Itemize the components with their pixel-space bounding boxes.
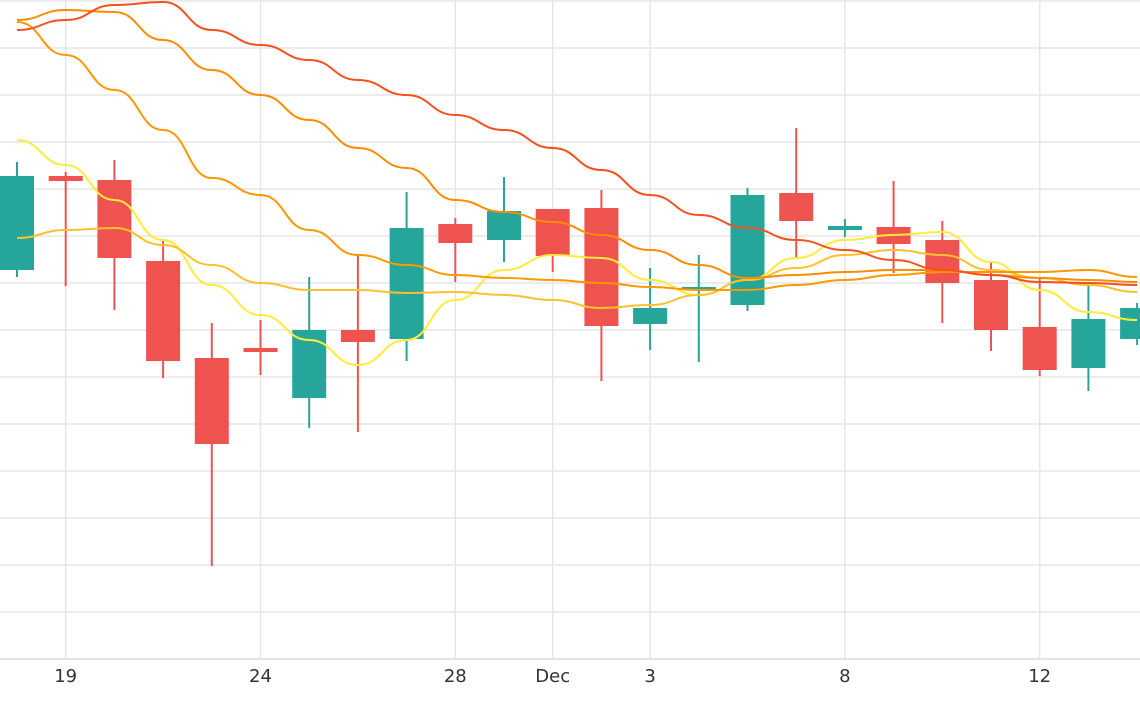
moving-average-line xyxy=(16,0,1138,286)
moving-average-line xyxy=(16,226,1138,310)
x-tick-label: 8 xyxy=(839,666,850,687)
candle-body xyxy=(1120,308,1140,339)
candle-body xyxy=(779,193,814,221)
x-tick-label: 24 xyxy=(249,666,272,687)
candle-body xyxy=(1071,319,1106,368)
moving-average-line xyxy=(16,139,1138,367)
moving-average-line xyxy=(16,21,1138,291)
candle-body xyxy=(48,176,83,181)
x-tick-label: 12 xyxy=(1028,666,1051,687)
candle-body xyxy=(925,240,960,283)
candle-body xyxy=(0,176,34,270)
candle-body xyxy=(340,330,375,342)
x-tick-label: 3 xyxy=(644,666,655,687)
moving-averages xyxy=(16,0,1138,367)
candle-body xyxy=(194,358,229,444)
candle-body xyxy=(974,280,1008,330)
candle-body xyxy=(438,224,473,243)
candles xyxy=(0,128,1140,566)
x-tick-label: 19 xyxy=(54,666,77,687)
x-tick-label: Dec xyxy=(535,666,570,687)
candle-body xyxy=(535,209,570,256)
moving-average-line xyxy=(16,8,1138,283)
candle-body xyxy=(243,348,278,352)
candle-body xyxy=(487,211,521,240)
candle-body xyxy=(827,226,862,230)
candle-body xyxy=(633,308,668,324)
candle-body xyxy=(97,180,132,258)
candle-body xyxy=(146,261,181,361)
candle-body xyxy=(1022,327,1057,370)
candle-body xyxy=(389,228,424,339)
x-tick-label: 28 xyxy=(444,666,467,687)
candle-body xyxy=(730,195,765,305)
candle-body xyxy=(681,287,716,289)
